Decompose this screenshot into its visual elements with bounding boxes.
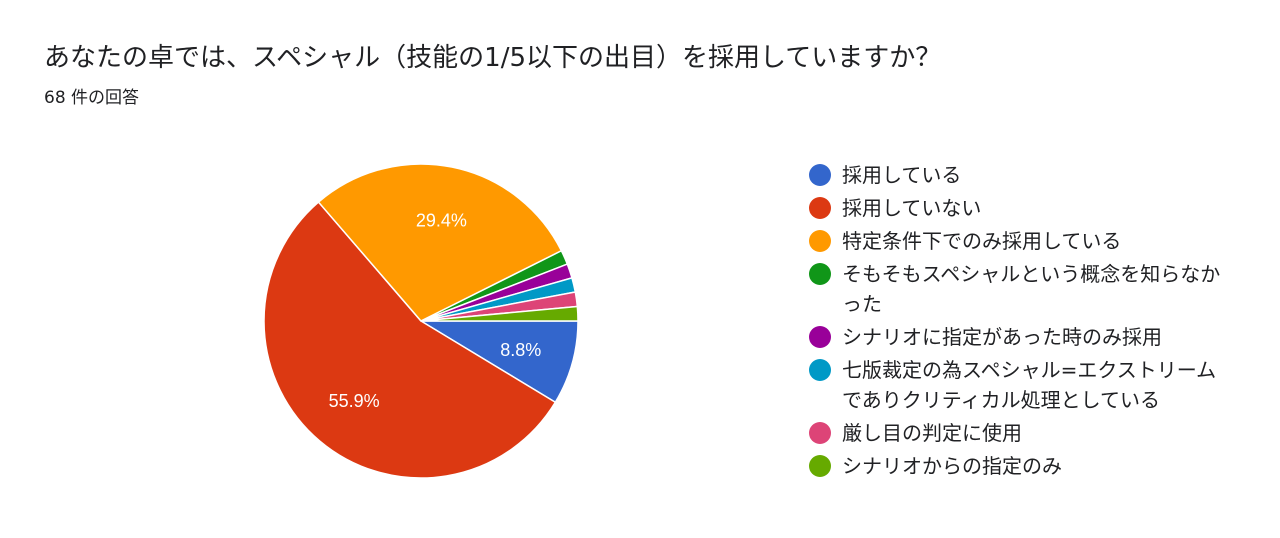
legend-label: 特定条件下でのみ採用している — [842, 229, 1122, 253]
page-title: あなたの卓では、スペシャル（技能の1/5以下の出目）を採用していますか？ — [44, 43, 942, 73]
legend-swatch — [809, 263, 831, 285]
legend-label: 厳し目の判定に使用 — [842, 421, 1022, 445]
legend-item: そもそもスペシャルという概念を知らなかった — [806, 259, 1222, 319]
legend-label: 採用している — [842, 163, 962, 187]
legend-swatch — [809, 197, 831, 219]
legend-swatch — [809, 359, 831, 381]
legend-swatch — [809, 230, 831, 252]
legend-label: そもそもスペシャルという概念を知らなかった — [842, 262, 1221, 316]
legend-label: シナリオからの指定のみ — [842, 454, 1062, 478]
legend-item: シナリオからの指定のみ — [806, 451, 1222, 481]
legend-item: シナリオに指定があった時のみ採用 — [806, 322, 1222, 352]
legend-item: 特定条件下でのみ採用している — [806, 226, 1222, 256]
pie-labels: 8.8% 55.9% 29.4% — [329, 210, 542, 411]
legend-swatch — [809, 422, 831, 444]
pie-slice — [317, 163, 563, 322]
chart-legend: 採用している 採用していない特定条件下でのみ採用しているそもそもスペシャルという概… — [806, 160, 1246, 484]
legend-label: 採用していない — [842, 196, 982, 220]
pie-slice — [263, 201, 557, 479]
response-count: 68 件の回答 — [44, 88, 140, 108]
legend-item: 厳し目の判定に使用 — [806, 418, 1222, 448]
legend-label: シナリオに指定があった時のみ採用 — [842, 325, 1162, 349]
pie-slices — [263, 163, 579, 479]
legend-swatch — [809, 455, 831, 477]
legend-item: 七版裁定の為スペシャル=エクストリームでありクリティカル処理としている — [806, 355, 1222, 415]
slice-data-label: 8.8% — [500, 340, 541, 360]
legend-swatch — [809, 164, 831, 186]
legend-item: 採用している — [806, 160, 1222, 190]
legend-item: 採用していない — [806, 193, 1222, 223]
slice-data-label: 29.4% — [416, 210, 467, 230]
legend-label: 七版裁定の為スペシャル=エクストリームでありクリティカル処理としている — [842, 358, 1217, 412]
legend-swatch — [809, 326, 831, 348]
slice-data-label: 55.9% — [329, 391, 380, 411]
pie-slice — [420, 305, 579, 322]
pie-slice — [418, 320, 579, 404]
